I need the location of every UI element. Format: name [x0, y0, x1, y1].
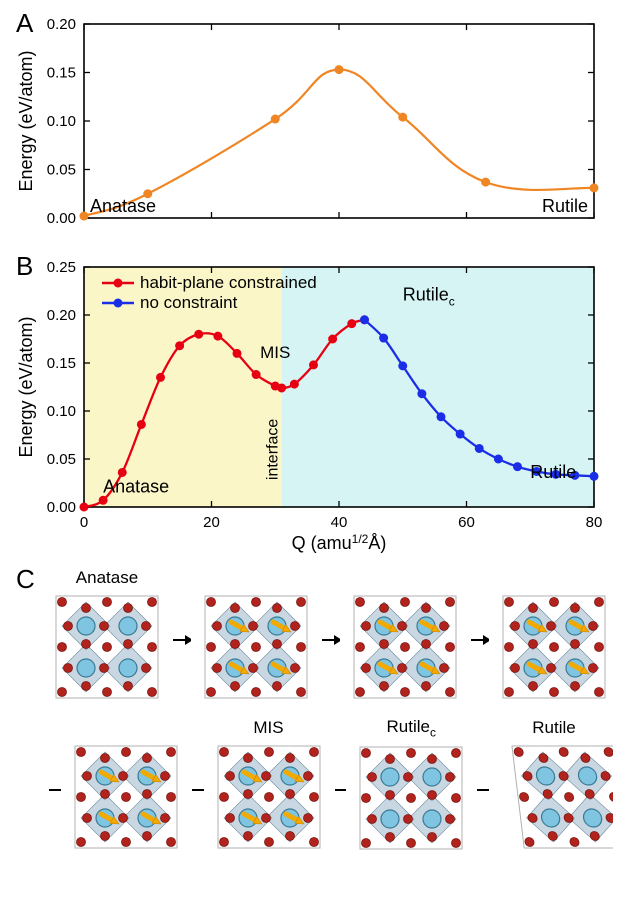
structure-row-1: Anatase [48, 568, 613, 711]
svg-text:0.00: 0.00 [47, 499, 76, 516]
svg-text:MIS: MIS [260, 343, 290, 362]
structure-item: Rutile [495, 718, 613, 861]
structure-cell [352, 739, 470, 857]
svg-text:Q (amu1/2Å): Q (amu1/2Å) [292, 532, 387, 553]
chart-a: 0.00 0.05 0.10 0.15 0.20 Energy (eV/atom) Anat… [12, 12, 612, 242]
structure-item [197, 568, 315, 711]
structure-cell [210, 738, 328, 856]
transition-arrow-icon [321, 630, 340, 650]
structure-item [346, 568, 464, 711]
panel-c-label: C [16, 564, 35, 595]
structure-label [197, 568, 315, 588]
svg-text:0: 0 [80, 514, 88, 531]
svg-text:40: 40 [331, 514, 348, 531]
structure-label [67, 718, 185, 738]
panel-b: B 0204060800.000.050.100.150.200.25Energ… [12, 255, 613, 560]
svg-text:interface: interface [265, 419, 282, 480]
structure-label: Rutilec [352, 717, 470, 739]
structure-cell [495, 738, 613, 856]
svg-text:0.10: 0.10 [47, 403, 76, 420]
svg-text:Anatase: Anatase [90, 196, 156, 216]
transition-arrow-icon [48, 780, 61, 800]
structure-label: Anatase [48, 568, 166, 588]
structure-label: MIS [210, 718, 328, 738]
structure-label: Rutile [495, 718, 613, 738]
svg-text:0.15: 0.15 [47, 355, 76, 372]
svg-text:0.05: 0.05 [47, 451, 76, 468]
transition-arrow-icon [172, 630, 191, 650]
svg-text:0.20: 0.20 [47, 307, 76, 324]
structure-item [495, 568, 613, 711]
svg-text:habit-plane constrained: habit-plane constrained [140, 273, 317, 292]
svg-text:Rutile: Rutile [542, 196, 588, 216]
structure-item [67, 718, 185, 861]
panel-b-label: B [16, 251, 33, 282]
svg-text:80: 80 [586, 514, 603, 531]
structure-cell [495, 588, 613, 706]
svg-text:Energy (eV/atom): Energy (eV/atom) [16, 316, 36, 457]
svg-text:0.25: 0.25 [47, 259, 76, 276]
structure-label [495, 568, 613, 588]
panel-c: C Anatase MISRutilecRutile [12, 568, 613, 862]
svg-text:0.00: 0.00 [47, 210, 76, 227]
svg-text:no constraint: no constraint [140, 293, 238, 312]
transition-arrow-icon [191, 780, 204, 800]
svg-text:0.10: 0.10 [47, 113, 76, 130]
svg-text:Anatase: Anatase [103, 477, 169, 497]
structure-cell [197, 588, 315, 706]
panel-a-label: A [16, 8, 33, 39]
svg-text:0.20: 0.20 [47, 16, 76, 33]
structure-cell [67, 738, 185, 856]
structure-row-2: MIS Rutilec Rutile [48, 717, 613, 862]
transition-arrow-icon [334, 780, 347, 800]
svg-text:20: 20 [203, 514, 220, 531]
structure-label [346, 568, 464, 588]
svg-text:0.15: 0.15 [47, 65, 76, 82]
svg-text:Energy (eV/atom): Energy (eV/atom) [16, 50, 36, 191]
chart-b: 0 20 40 60 80 0.00 0.05 0.10 0.15 0.20 0.25 Energy … [12, 255, 612, 555]
structure-cell [48, 588, 166, 706]
svg-text:0.05: 0.05 [47, 162, 76, 179]
svg-text:Rutile: Rutile [530, 462, 576, 482]
panel-a: A 0.000.050.100.150.20Energy (eV/atom)An… [12, 12, 613, 247]
transition-arrow-icon [470, 630, 489, 650]
svg-text:60: 60 [458, 514, 475, 531]
structure-cell [346, 588, 464, 706]
structure-item: MIS [210, 718, 328, 861]
structure-item: Rutilec [352, 717, 470, 862]
transition-arrow-icon [476, 780, 489, 800]
structure-item: Anatase [48, 568, 166, 711]
